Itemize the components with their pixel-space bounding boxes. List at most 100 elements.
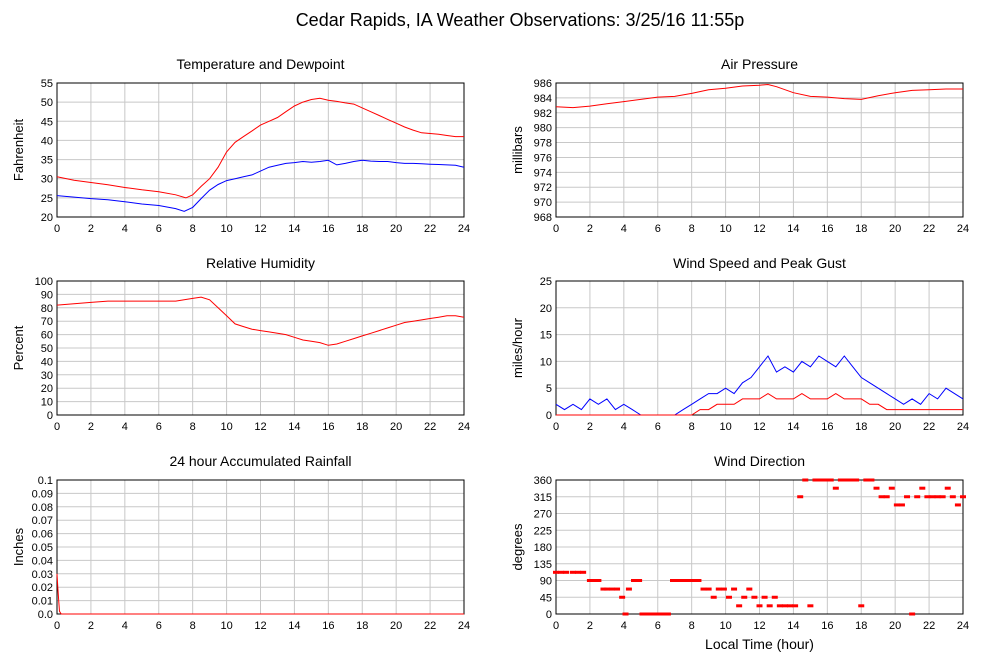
direction-point xyxy=(883,495,890,499)
direction-frame xyxy=(555,479,964,615)
wind-x-tick-label: 14 xyxy=(787,421,799,433)
wind-y-axis-label: miles/hour xyxy=(510,317,525,378)
direction-x-tick-label: 20 xyxy=(889,620,901,632)
direction-point xyxy=(614,587,621,591)
wind-frame xyxy=(555,280,964,416)
direction-point xyxy=(822,478,829,482)
wind-y-tick-label: 0 xyxy=(546,410,552,422)
temp-y-tick-label: 55 xyxy=(41,78,53,90)
direction-point xyxy=(832,486,839,490)
direction-point xyxy=(888,486,895,490)
direction-point xyxy=(924,495,931,499)
temp-y-tick-label: 20 xyxy=(41,212,53,224)
direction-point xyxy=(960,495,966,499)
direction-point xyxy=(558,570,565,574)
rain-y-tick-label: 0.0 xyxy=(38,609,53,621)
direction-point xyxy=(776,604,783,608)
pressure-series-line-0 xyxy=(555,83,963,109)
direction-x-tick-label: 6 xyxy=(655,620,661,632)
temp-x-tick-label: 8 xyxy=(190,223,196,235)
wind-y-tick-label: 25 xyxy=(540,276,552,288)
direction-x-tick-label: 16 xyxy=(821,620,833,632)
temp-y-tick-label: 40 xyxy=(41,135,53,147)
direction-point xyxy=(695,579,702,582)
rain-title: 24 hour Accumulated Rainfall xyxy=(169,453,351,469)
direction-point xyxy=(792,604,799,608)
wind-title: Wind Speed and Peak Gust xyxy=(673,255,846,271)
pressure-x-tick-label: 16 xyxy=(821,223,833,235)
direction-point xyxy=(680,579,687,582)
temp-x-tick-label: 0 xyxy=(54,223,60,235)
direction-point xyxy=(631,579,638,582)
direction-point xyxy=(731,587,738,591)
direction-point xyxy=(873,486,880,490)
humidity-x-tick-label: 20 xyxy=(390,421,402,433)
pressure-chart: 0 2 4 6 8 10 12 14 16 18 20 22 249689709729749769789… xyxy=(510,56,969,235)
humidity-x-tick-label: 18 xyxy=(356,421,368,433)
direction-x-tick-label: 4 xyxy=(621,620,627,632)
pressure-y-tick-label: 968 xyxy=(534,212,552,224)
rain-x-tick-label: 8 xyxy=(190,620,196,632)
pressure-x-tick-label: 6 xyxy=(655,223,661,235)
humidity-x-tick-label: 2 xyxy=(88,421,94,433)
direction-y-tick-label: 225 xyxy=(534,525,552,537)
rain-x-tick-label: 24 xyxy=(458,620,470,632)
direction-point xyxy=(771,595,778,599)
temp-x-tick-label: 22 xyxy=(424,223,436,235)
temp-y-tick-label: 30 xyxy=(41,174,53,186)
direction-point xyxy=(934,495,941,499)
humidity-title: Relative Humidity xyxy=(206,255,315,271)
pressure-x-tick-label: 24 xyxy=(957,223,969,235)
direction-point xyxy=(664,612,671,616)
wind-x-tick-label: 16 xyxy=(821,421,833,433)
humidity-x-tick-label: 10 xyxy=(220,421,232,433)
humidity-y-tick-label: 0 xyxy=(47,410,53,422)
direction-point xyxy=(625,587,632,591)
temp-y-tick-label: 35 xyxy=(41,155,53,167)
direction-point xyxy=(853,478,860,482)
pressure-y-axis-label: millibars xyxy=(510,126,525,174)
temp-series-line-0 xyxy=(56,97,464,199)
direction-chart: 0 2 4 6 8 10 12 14 16 18 20 22 240459013518022527031… xyxy=(510,453,969,652)
rain-y-tick-label: 0.05 xyxy=(32,542,53,554)
direction-point xyxy=(700,587,707,591)
pressure-x-tick-label: 4 xyxy=(621,223,627,235)
pressure-y-tick-label: 978 xyxy=(534,138,552,150)
pressure-y-tick-label: 970 xyxy=(534,197,552,209)
direction-point xyxy=(580,570,587,574)
humidity-y-axis-label: Percent xyxy=(11,325,26,370)
rain-x-tick-label: 22 xyxy=(424,620,436,632)
wind-x-tick-label: 12 xyxy=(753,421,765,433)
direction-point xyxy=(746,587,753,591)
humidity-series-line-0 xyxy=(56,296,465,346)
wind-x-tick-label: 24 xyxy=(957,421,969,433)
direction-point xyxy=(720,587,727,591)
direction-point xyxy=(705,587,712,591)
direction-x-tick-label: 12 xyxy=(753,620,765,632)
pressure-x-tick-label: 18 xyxy=(855,223,867,235)
direction-point xyxy=(644,612,651,616)
temp-y-tick-label: 25 xyxy=(41,193,53,205)
charts-group: 0 2 4 6 8 10 12 14 16 18 20 22 242025303540455055Tem… xyxy=(11,56,969,652)
direction-point xyxy=(898,503,905,507)
direction-x-tick-label: 18 xyxy=(855,620,867,632)
temp-x-tick-label: 24 xyxy=(458,223,470,235)
wind-y-tick-label: 20 xyxy=(540,303,552,315)
humidity-y-tick-label: 90 xyxy=(41,289,53,301)
humidity-x-tick-label: 24 xyxy=(458,421,470,433)
direction-point xyxy=(715,587,722,591)
direction-point xyxy=(827,478,834,482)
wind-y-tick-label: 10 xyxy=(540,356,552,368)
rain-x-tick-label: 18 xyxy=(356,620,368,632)
direction-point xyxy=(954,503,961,507)
direction-x-tick-label: 14 xyxy=(787,620,799,632)
direction-point xyxy=(649,612,656,616)
direction-x-axis-label: Local Time (hour) xyxy=(705,636,814,652)
direction-point xyxy=(659,612,666,616)
direction-x-tick-label: 8 xyxy=(689,620,695,632)
rain-x-tick-label: 0 xyxy=(54,620,60,632)
temp-x-tick-label: 4 xyxy=(122,223,128,235)
direction-y-axis-label: degrees xyxy=(510,523,525,570)
pressure-y-tick-label: 972 xyxy=(534,182,552,194)
